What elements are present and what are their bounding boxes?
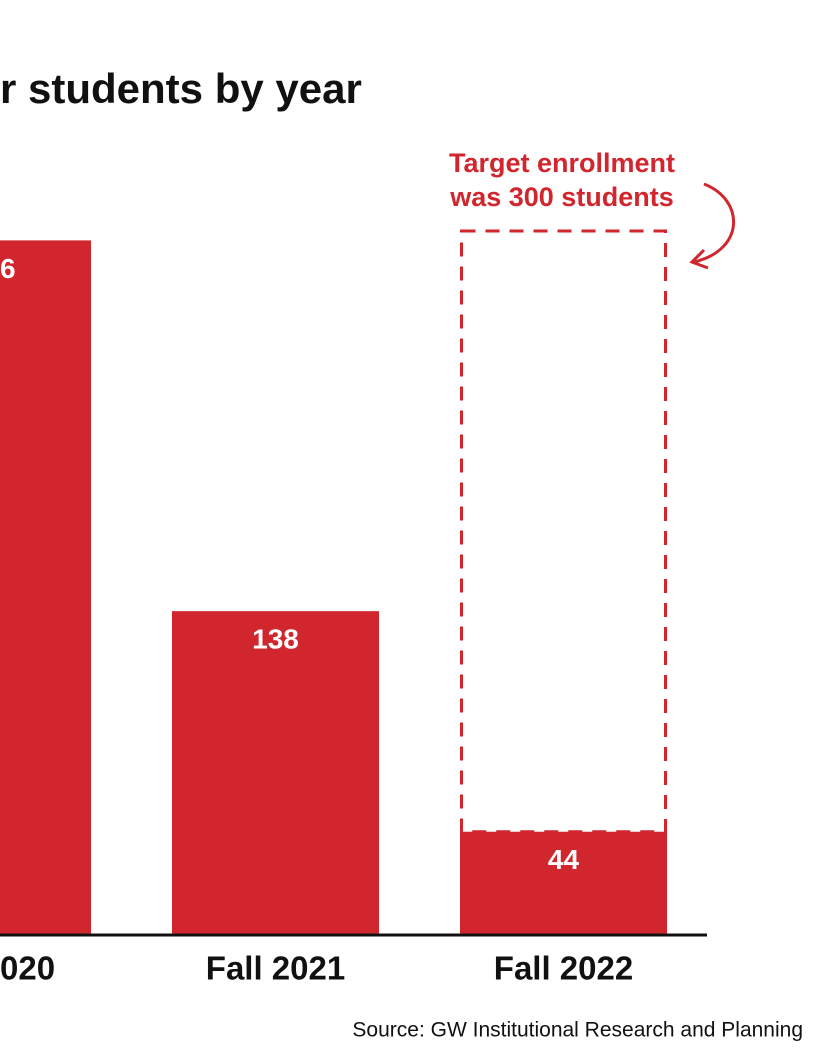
target-outline (460, 229, 667, 834)
x-tick-label: 020 (0, 950, 55, 987)
source: Source: GW Institutional Research and Pl… (352, 1019, 803, 1042)
bar (460, 831, 667, 935)
annotation: was 300 students (449, 182, 674, 212)
value-label: 138 (252, 624, 299, 655)
annotation: Target enrollment (449, 148, 675, 178)
chart-title: r students by year (0, 65, 362, 112)
value-label: 44 (548, 844, 580, 875)
arrow-head (689, 248, 709, 270)
value-label: 6 (0, 253, 16, 284)
x-tick-label: Fall 2022 (494, 950, 633, 987)
bar (0, 240, 91, 936)
bar (172, 611, 379, 935)
annotation-arrow (693, 182, 736, 264)
x-tick-label: Fall 2021 (206, 950, 345, 987)
